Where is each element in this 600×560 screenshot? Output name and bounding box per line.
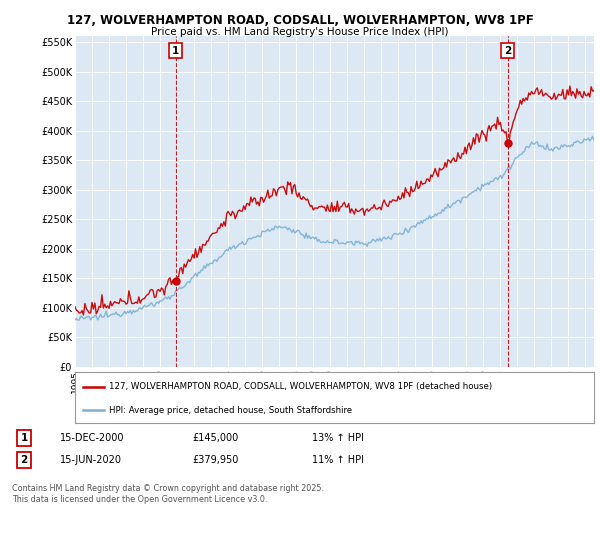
Text: 15-JUN-2020: 15-JUN-2020 xyxy=(60,455,122,465)
Text: 127, WOLVERHAMPTON ROAD, CODSALL, WOLVERHAMPTON, WV8 1PF (detached house): 127, WOLVERHAMPTON ROAD, CODSALL, WOLVER… xyxy=(109,382,492,391)
Text: 1: 1 xyxy=(172,45,179,55)
Text: HPI: Average price, detached house, South Staffordshire: HPI: Average price, detached house, Sout… xyxy=(109,405,352,415)
Text: 15-DEC-2000: 15-DEC-2000 xyxy=(60,433,125,443)
Text: Contains HM Land Registry data © Crown copyright and database right 2025.
This d: Contains HM Land Registry data © Crown c… xyxy=(12,484,324,504)
Text: £379,950: £379,950 xyxy=(192,455,238,465)
Text: £145,000: £145,000 xyxy=(192,433,238,443)
Text: 2: 2 xyxy=(504,45,511,55)
Text: 13% ↑ HPI: 13% ↑ HPI xyxy=(312,433,364,443)
Text: Price paid vs. HM Land Registry's House Price Index (HPI): Price paid vs. HM Land Registry's House … xyxy=(151,27,449,37)
Text: 11% ↑ HPI: 11% ↑ HPI xyxy=(312,455,364,465)
Text: 127, WOLVERHAMPTON ROAD, CODSALL, WOLVERHAMPTON, WV8 1PF: 127, WOLVERHAMPTON ROAD, CODSALL, WOLVER… xyxy=(67,14,533,27)
Text: 2: 2 xyxy=(20,455,28,465)
Text: 1: 1 xyxy=(20,433,28,443)
